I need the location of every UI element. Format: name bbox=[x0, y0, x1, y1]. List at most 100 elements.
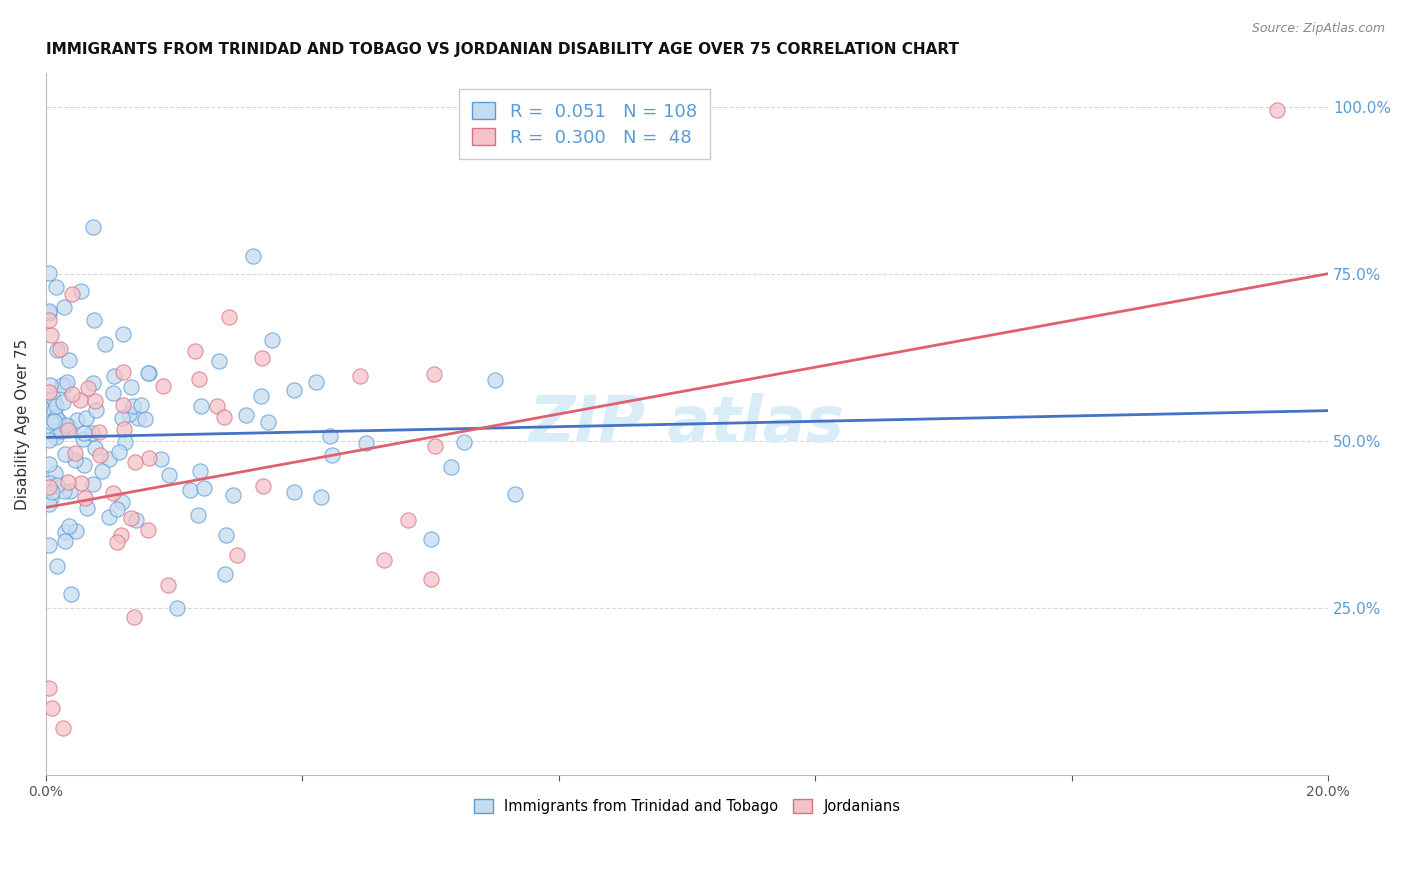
Point bbox=[66, 413, 89, 427]
Point bbox=[305, 375, 328, 389]
Point bbox=[423, 439, 446, 453]
Point bbox=[152, 379, 174, 393]
Point bbox=[212, 409, 235, 424]
Point bbox=[59, 484, 82, 499]
Point bbox=[250, 351, 273, 365]
Point bbox=[38, 681, 60, 695]
Point bbox=[38, 313, 60, 327]
Point bbox=[52, 395, 75, 409]
Point bbox=[214, 528, 236, 542]
Point bbox=[218, 310, 240, 324]
Point bbox=[39, 328, 62, 343]
Point bbox=[187, 508, 209, 523]
Point bbox=[45, 280, 67, 294]
Point bbox=[60, 286, 83, 301]
Point bbox=[419, 572, 441, 586]
Point bbox=[38, 538, 60, 552]
Point bbox=[373, 553, 395, 567]
Point bbox=[252, 478, 274, 492]
Point bbox=[83, 313, 105, 327]
Point bbox=[69, 392, 91, 407]
Point bbox=[260, 333, 283, 347]
Point bbox=[51, 424, 73, 438]
Point bbox=[53, 533, 76, 548]
Point bbox=[58, 418, 80, 433]
Text: ZIP atlas: ZIP atlas bbox=[529, 393, 845, 455]
Point bbox=[84, 402, 107, 417]
Point bbox=[127, 410, 149, 425]
Point bbox=[70, 284, 93, 298]
Point bbox=[309, 490, 332, 504]
Point bbox=[250, 388, 273, 402]
Point bbox=[46, 478, 69, 492]
Point bbox=[150, 451, 173, 466]
Point bbox=[120, 510, 142, 524]
Point bbox=[112, 366, 135, 380]
Point bbox=[184, 344, 207, 359]
Point bbox=[73, 491, 96, 505]
Point bbox=[51, 378, 73, 392]
Point bbox=[122, 610, 145, 624]
Point bbox=[46, 558, 69, 573]
Point bbox=[157, 578, 180, 592]
Point bbox=[108, 445, 131, 459]
Point bbox=[283, 383, 305, 397]
Point bbox=[63, 453, 86, 467]
Point bbox=[318, 429, 340, 443]
Point bbox=[111, 398, 134, 412]
Point bbox=[84, 393, 107, 408]
Point bbox=[76, 501, 98, 516]
Point bbox=[77, 381, 100, 395]
Point bbox=[214, 567, 236, 582]
Point bbox=[107, 502, 129, 516]
Point bbox=[503, 487, 526, 501]
Point bbox=[157, 468, 180, 483]
Point bbox=[166, 600, 188, 615]
Point bbox=[188, 464, 211, 478]
Point bbox=[121, 399, 143, 413]
Point bbox=[82, 219, 104, 234]
Point bbox=[52, 300, 75, 314]
Point bbox=[396, 513, 419, 527]
Point bbox=[60, 386, 83, 401]
Point bbox=[321, 448, 343, 462]
Point bbox=[42, 414, 65, 428]
Point bbox=[94, 336, 117, 351]
Point bbox=[46, 343, 69, 357]
Point bbox=[72, 432, 94, 446]
Point bbox=[423, 367, 446, 381]
Point bbox=[101, 486, 124, 500]
Point bbox=[235, 408, 257, 422]
Point bbox=[136, 366, 159, 380]
Point bbox=[87, 425, 110, 440]
Point bbox=[208, 354, 231, 368]
Point bbox=[205, 399, 228, 413]
Point bbox=[124, 455, 146, 469]
Point bbox=[52, 483, 75, 498]
Point bbox=[60, 587, 83, 601]
Point bbox=[419, 532, 441, 546]
Point bbox=[38, 303, 60, 318]
Point bbox=[41, 701, 63, 715]
Point bbox=[134, 412, 156, 426]
Point bbox=[39, 475, 62, 490]
Point bbox=[53, 447, 76, 461]
Point bbox=[72, 425, 94, 440]
Y-axis label: Disability Age Over 75: Disability Age Over 75 bbox=[15, 338, 30, 509]
Point bbox=[242, 249, 264, 263]
Point bbox=[45, 399, 67, 413]
Point bbox=[38, 480, 60, 494]
Point bbox=[75, 410, 97, 425]
Point bbox=[125, 513, 148, 527]
Point bbox=[44, 396, 66, 410]
Point bbox=[129, 398, 152, 412]
Point bbox=[45, 430, 67, 444]
Point bbox=[53, 524, 76, 539]
Point bbox=[111, 495, 134, 509]
Point bbox=[41, 391, 63, 405]
Point bbox=[82, 376, 104, 390]
Text: Source: ZipAtlas.com: Source: ZipAtlas.com bbox=[1251, 22, 1385, 36]
Point bbox=[38, 457, 60, 471]
Point bbox=[80, 426, 103, 441]
Point bbox=[39, 415, 62, 429]
